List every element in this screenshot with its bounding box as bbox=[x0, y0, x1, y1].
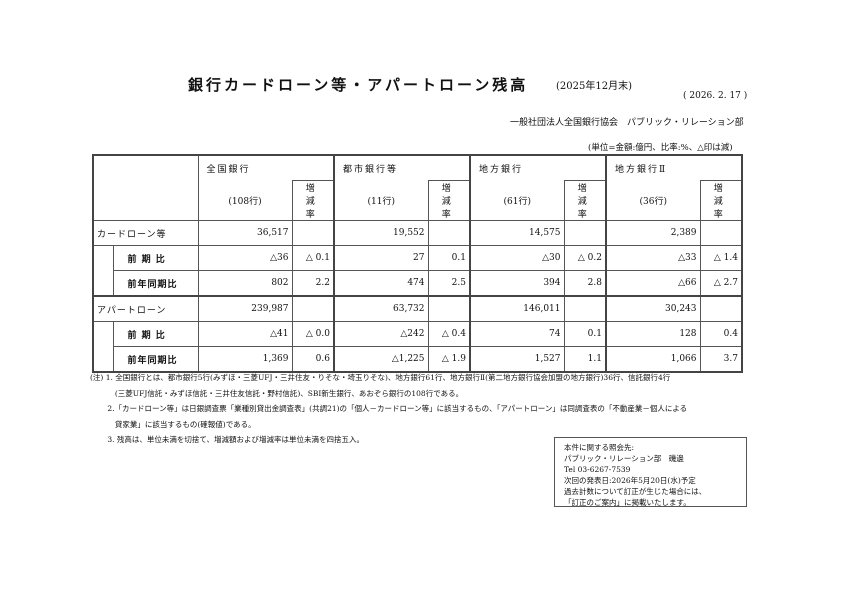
notes: (注) 1. 全国銀行とは、都市銀行5行(みずほ・三菱UFJ・三井住友・りそな・… bbox=[90, 370, 687, 448]
rate-cell: △ 0.1 bbox=[291, 245, 335, 271]
rate-cell: 0.4 bbox=[699, 321, 743, 347]
indent-cell bbox=[92, 245, 114, 271]
table-row-comparison: 前 期 比 △36 △ 0.1 27 0.1 △30 △ 0.2 △33 △ 1.4 bbox=[92, 245, 743, 271]
rate-cell: △ 0.4 bbox=[427, 321, 471, 347]
table-row-comparison: 前年同期比 1,369 0.6 △1,225 △ 1.9 1,527 1.1 1,066 3.7 bbox=[92, 346, 743, 373]
value-cell: △41 bbox=[197, 321, 293, 347]
group-name: 都市銀行等 bbox=[333, 154, 471, 181]
rate-cell: 2.8 bbox=[563, 270, 607, 297]
rate-cell bbox=[699, 295, 743, 322]
value-cell: 239,987 bbox=[197, 295, 293, 322]
value-cell: △33 bbox=[605, 245, 701, 271]
rate-cell: △ 0.2 bbox=[563, 245, 607, 271]
rate-header: 増 減 率 bbox=[427, 180, 471, 221]
page-title: 銀行カードローン等・アパートローン残高 bbox=[188, 76, 529, 94]
table-row-comparison: 前 期 比 △41 △ 0.0 △242 △ 0.4 74 0.1 128 0.4 bbox=[92, 321, 743, 347]
value-cell: 146,011 bbox=[469, 295, 565, 322]
value-cell: 36,517 bbox=[197, 220, 293, 246]
value-cell: △1,225 bbox=[333, 346, 429, 373]
table-row-category: カードローン等 36,517 19,552 14,575 2,389 bbox=[92, 220, 743, 246]
indent-cell bbox=[92, 321, 114, 347]
rate-cell: 0.1 bbox=[563, 321, 607, 347]
indent-cell bbox=[92, 270, 114, 296]
group-count: (61行) bbox=[469, 180, 565, 221]
header-row-groups: 全国銀行 都市銀行等 地方銀行 地方銀行Ⅱ bbox=[92, 154, 743, 221]
row-label: アパートローン bbox=[92, 295, 199, 322]
row-label: 前年同期比 bbox=[112, 346, 199, 373]
contact-line: パブリック・リレーション部 磯邊 bbox=[564, 454, 684, 463]
corner-cell bbox=[92, 154, 199, 221]
note-line: (三菱UFJ信託・みずほ信託・三井住友信託・野村信託)、SBI新生銀行、あおぞら… bbox=[90, 388, 464, 398]
value-cell: 74 bbox=[469, 321, 565, 347]
row-label: 前年同期比 bbox=[112, 270, 199, 297]
rate-cell bbox=[563, 220, 607, 246]
rate-cell: △ 2.7 bbox=[699, 270, 743, 297]
value-cell: 14,575 bbox=[469, 220, 565, 246]
organization: 一般社団法人全国銀行協会 パブリック・リレーション部 bbox=[510, 118, 744, 128]
note-line: 2.「カードローン等」は日銀調査票「業種別貸出金調査表」(共調21)の「個人－カ… bbox=[90, 404, 688, 413]
value-cell: 1,066 bbox=[605, 346, 701, 373]
table-row-category: アパートローン 239,987 63,732 146,011 30,243 bbox=[92, 295, 743, 322]
value-cell: △242 bbox=[333, 321, 429, 347]
row-label: 前 期 比 bbox=[112, 321, 199, 347]
value-cell: △36 bbox=[197, 245, 293, 271]
rate-cell: 1.1 bbox=[563, 346, 607, 373]
header-row-counts: (108行) 増 減 率 (11行) 増 減 率 (61行) 増 減 率 (36… bbox=[93, 180, 743, 221]
value-cell: 19,552 bbox=[333, 220, 429, 246]
rate-cell bbox=[427, 220, 471, 246]
rate-cell: 3.7 bbox=[699, 346, 743, 373]
value-cell: 2,389 bbox=[605, 220, 701, 246]
value-cell: 27 bbox=[333, 245, 429, 271]
group-name: 地方銀行 bbox=[469, 154, 607, 181]
rate-cell: △ 0.0 bbox=[291, 321, 335, 347]
unit-note: (単位=金額:億円、比率:%、△印は減) bbox=[588, 143, 733, 153]
value-cell: 30,243 bbox=[605, 295, 701, 322]
rate-cell: △ 1.4 bbox=[699, 245, 743, 271]
group-name: 地方銀行Ⅱ bbox=[605, 154, 743, 181]
contact-box: 本件に関する照会先: パブリック・リレーション部 磯邊 Tel 03-6267-… bbox=[554, 437, 747, 507]
value-cell: 63,732 bbox=[333, 295, 429, 322]
rate-cell bbox=[291, 220, 335, 246]
rate-cell bbox=[699, 220, 743, 246]
value-cell: 474 bbox=[333, 270, 429, 297]
rate-cell: 0.1 bbox=[427, 245, 471, 271]
rate-cell: 0.6 bbox=[291, 346, 335, 373]
table-row-comparison: 前年同期比 802 2.2 474 2.5 394 2.8 △66 △ 2.7 bbox=[92, 270, 743, 297]
value-cell: 1,369 bbox=[197, 346, 293, 373]
rate-cell bbox=[563, 295, 607, 322]
group-name: 全国銀行 bbox=[197, 154, 335, 181]
issue-date: ( 2026. 2. 17 ) bbox=[683, 91, 748, 101]
contact-line: 本件に関する照会先: bbox=[564, 443, 635, 452]
value-cell: 802 bbox=[197, 270, 293, 297]
group-count: (108行) bbox=[197, 180, 293, 221]
contact-line: Tel 03-6267-7539 bbox=[564, 465, 631, 474]
rate-cell: 2.2 bbox=[291, 270, 335, 297]
note-line: 貸家業」に該当するもの(確報値)である。 bbox=[90, 419, 256, 429]
group-count: (11行) bbox=[333, 180, 429, 221]
row-label: 前 期 比 bbox=[112, 245, 199, 271]
indent-cell bbox=[92, 346, 114, 372]
rate-header: 増 減 率 bbox=[699, 180, 743, 221]
rate-cell bbox=[291, 295, 335, 322]
value-cell: 128 bbox=[605, 321, 701, 347]
value-cell: 394 bbox=[469, 270, 565, 297]
group-count: (36行) bbox=[605, 180, 701, 221]
contact-line: 過去計数について訂正が生じた場合には、 bbox=[564, 487, 707, 496]
title-period: (2025年12月末) bbox=[556, 81, 632, 92]
note-line: (注) 1. 全国銀行とは、都市銀行5行(みずほ・三菱UFJ・三井住友・りそな・… bbox=[90, 373, 671, 382]
rate-header: 増 減 率 bbox=[291, 180, 335, 221]
rate-header: 増 減 率 bbox=[563, 180, 607, 221]
contact-line: 「訂正のご案内」に掲載いたします。 bbox=[564, 498, 691, 507]
row-label: カードローン等 bbox=[92, 220, 199, 246]
value-cell: 1,527 bbox=[469, 346, 565, 373]
loan-balance-table: 全国銀行 都市銀行等 地方銀行 地方銀行Ⅱ (108行) 増 減 率 (11行)… bbox=[92, 154, 743, 373]
value-cell: △30 bbox=[469, 245, 565, 271]
rate-cell: 2.5 bbox=[427, 270, 471, 297]
rate-cell bbox=[427, 295, 471, 322]
note-line: 3. 残高は、単位未満を切捨て、増減額および増減率は単位未満を四捨五入。 bbox=[90, 435, 365, 444]
rate-cell: △ 1.9 bbox=[427, 346, 471, 373]
value-cell: △66 bbox=[605, 270, 701, 297]
contact-line: 次回の発表日:2026年5月20日(水)予定 bbox=[564, 476, 696, 485]
